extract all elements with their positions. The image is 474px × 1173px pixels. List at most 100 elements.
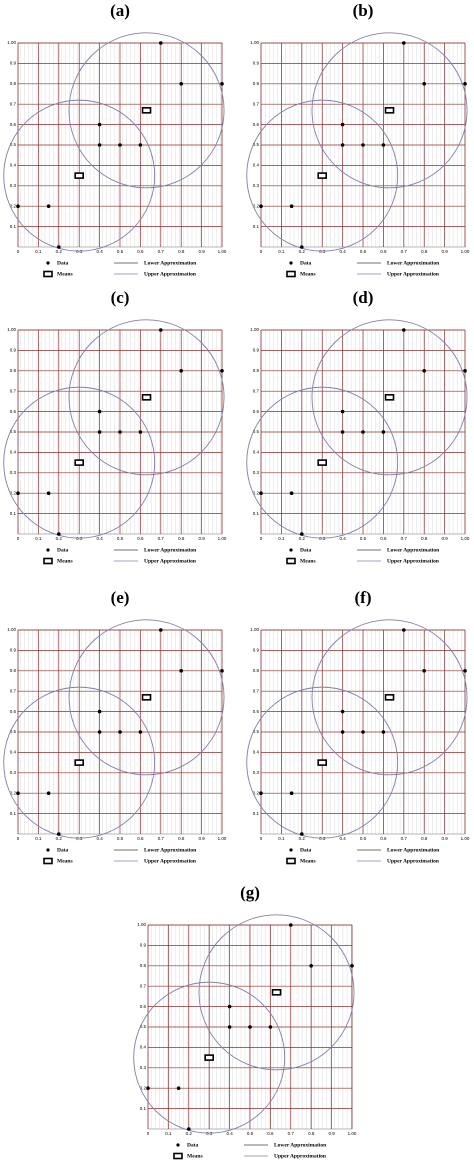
x-tick-label: 0.2 <box>56 836 63 841</box>
y-tick-label: 0.7 <box>253 101 260 106</box>
panel: (d) 0 0.1 0.2 0.3 0.4 0.5 0.6 0.7 0.8 0.9 1.00 0.1 0.… <box>246 288 470 565</box>
legend-symbol <box>46 548 50 552</box>
y-tick-label: 0.1 <box>10 224 17 229</box>
data-point <box>402 41 406 45</box>
approximation-circle <box>198 914 355 1071</box>
legend-symbol <box>43 557 53 565</box>
legend-label: Lower Approximation <box>387 260 439 266</box>
data-point <box>340 730 345 734</box>
x-tick-label: 0.7 <box>401 249 408 254</box>
x-tick-label: 0.1 <box>35 836 42 841</box>
y-tick-label: 0.8 <box>253 368 260 373</box>
y-tick-label: 0.5 <box>10 142 17 147</box>
y-tick-label: 0.1 <box>253 811 260 816</box>
mean-marker <box>74 459 84 466</box>
legend-label: Means <box>300 558 316 564</box>
x-tick-label: 0.5 <box>117 536 124 541</box>
legend-label: Upper Approximation <box>144 858 196 864</box>
legend-label: Lower Approximation <box>387 847 439 853</box>
data-point <box>57 832 61 836</box>
data-point <box>402 628 406 632</box>
y-tick-label: 0.5 <box>10 729 17 734</box>
x-tick-label: 0.8 <box>178 536 185 541</box>
panel-title: (a) <box>110 1 130 20</box>
data-point <box>179 82 183 86</box>
data-point <box>422 369 427 373</box>
x-tick-label: 1.00 <box>461 836 470 841</box>
y-tick-label: 0.8 <box>10 368 17 373</box>
data-point <box>300 532 304 536</box>
x-tick-label: 1.00 <box>461 536 470 541</box>
x-tick-label: 1.00 <box>218 836 227 841</box>
data-point <box>227 1025 232 1029</box>
x-tick-label: 0.8 <box>421 536 428 541</box>
data-point <box>138 430 143 434</box>
data-point <box>16 204 20 208</box>
approximation-circle <box>311 619 468 776</box>
x-tick-label: 0.4 <box>339 836 346 841</box>
x-tick-label: 0.6 <box>137 249 144 254</box>
x-tick-label: 0.5 <box>247 1131 254 1136</box>
x-tick-label: 0 <box>260 536 263 541</box>
y-tick-label: 0.6 <box>253 122 260 127</box>
x-tick-label: 0.6 <box>380 536 387 541</box>
panel: (c) 0 0.1 0.2 0.3 0.4 0.5 0.6 0.7 0.8 0.9 1.00 0.1 0.… <box>3 288 227 565</box>
x-tick-label: 1.00 <box>218 249 227 254</box>
y-tick-label: 0.3 <box>140 1065 147 1070</box>
x-tick-label: 0.9 <box>441 536 448 541</box>
legend-label: Data <box>57 847 69 853</box>
legend-label: Means <box>300 271 316 277</box>
data-point <box>57 245 61 249</box>
data-point <box>118 430 122 434</box>
data-point <box>268 1025 273 1029</box>
x-tick-label: 0 <box>147 1131 150 1136</box>
y-tick-label: 0.7 <box>10 688 17 693</box>
panel-title: (c) <box>111 288 130 307</box>
x-tick-label: 0.7 <box>288 1131 295 1136</box>
x-tick-label: 0.5 <box>360 836 367 841</box>
mean-marker <box>384 394 395 401</box>
data-point <box>118 730 122 734</box>
x-tick-label: 0.6 <box>267 1131 274 1136</box>
x-tick-label: 0.8 <box>421 249 428 254</box>
data-point <box>220 82 224 86</box>
x-tick-label: 0.4 <box>339 536 346 541</box>
x-tick-label: 0.7 <box>158 249 165 254</box>
mean-marker <box>271 989 282 996</box>
y-tick-label: 0.2 <box>10 203 17 208</box>
y-tick-label: 0.2 <box>253 203 260 208</box>
data-point <box>176 1086 181 1090</box>
y-tick-label: 0.5 <box>10 429 17 434</box>
panel-title: (f) <box>355 588 372 607</box>
data-point <box>220 669 224 673</box>
y-tick-label: 0.4 <box>10 450 17 455</box>
data-point <box>463 669 467 673</box>
data-point <box>422 82 427 86</box>
legend-symbol <box>286 557 296 565</box>
x-tick-label: 0.4 <box>339 249 346 254</box>
y-tick-label: 0.8 <box>253 81 260 86</box>
x-tick-label: 0.3 <box>76 249 83 254</box>
data-point <box>118 143 122 147</box>
mean-marker <box>317 459 328 466</box>
mean-marker <box>141 694 152 701</box>
data-point <box>422 669 427 673</box>
y-tick-label: 0.1 <box>253 224 260 229</box>
data-point <box>46 791 51 795</box>
y-tick-label: 0.7 <box>10 388 17 393</box>
x-tick-label: 0.8 <box>178 836 185 841</box>
x-tick-label: 0.5 <box>117 249 124 254</box>
legend-label: Means <box>300 858 316 864</box>
x-tick-label: 0.4 <box>226 1131 233 1136</box>
x-tick-label: 0.2 <box>299 249 306 254</box>
x-tick-label: 1.00 <box>218 536 227 541</box>
data-point <box>340 709 345 714</box>
approximation-circle <box>246 99 399 252</box>
x-tick-label: 0.9 <box>198 249 205 254</box>
data-point <box>289 204 294 208</box>
data-point <box>340 409 345 414</box>
y-tick-label: 0.2 <box>140 1085 147 1090</box>
y-tick-label: 0.9 <box>10 648 17 653</box>
data-point <box>179 669 183 673</box>
data-point <box>289 491 294 496</box>
